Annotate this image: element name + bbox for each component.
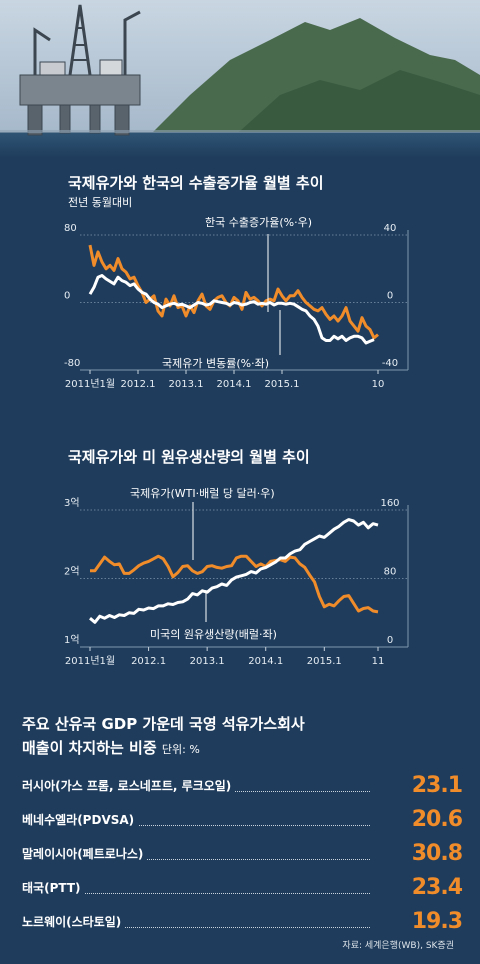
left-tick-label: -80 [64, 358, 80, 369]
x-tick-label: 11 [372, 656, 385, 667]
table-title-line1: 주요 산유국 GDP 가운데 국영 석유가스회사 [22, 715, 305, 733]
x-tick-label: 2014.1 [248, 656, 283, 667]
table-title-line2: 매출이 차지하는 비중 [22, 739, 157, 757]
row-leader [22, 859, 370, 860]
source-note: 자료: 세계은행(WB), SK증권 [342, 941, 454, 951]
table-row: 베네수엘라(PDVSA) 20.6 [22, 806, 463, 832]
oil-rig-photo [0, 0, 480, 158]
x-tick-label: 2012.1 [131, 656, 166, 667]
right-tick-label: 0 [387, 635, 393, 646]
left-tick-label: 0 [64, 291, 70, 302]
row-label: 러시아(가스 프롬, 로스네프트, 루크오일) [22, 777, 236, 794]
series-label-oil: 국제유가 변동률(%·좌) [162, 357, 269, 370]
series-label-production: 미국의 원유생산량(배럴·좌) [150, 628, 277, 641]
right-tick-label: 0 [387, 291, 393, 302]
row-leader [22, 927, 370, 928]
chart1-title: 국제유가와 한국의 수출증가율 월별 추이 [68, 174, 324, 192]
x-tick-label: 10 [372, 379, 385, 390]
row-value: 20.6 [407, 807, 463, 832]
row-value: 23.4 [407, 875, 463, 900]
right-tick-label: -40 [382, 358, 398, 369]
series-line-0 [90, 554, 379, 614]
x-tick-label: 2013.1 [190, 656, 225, 667]
chart-oil-production: 국제유가와 미 원유생산량의 월별 추이 3억 2억 1억 160 80 0 2011년… [64, 448, 409, 667]
series-line-1 [88, 274, 375, 345]
row-label: 태국(PTT) [22, 879, 85, 896]
series-label-wti: 국제유가(WTI·배럴 당 달러·우) [130, 487, 275, 500]
chart2-title: 국제유가와 미 원유생산량의 월별 추이 [68, 448, 310, 466]
right-tick-label: 40 [384, 223, 397, 234]
x-tick-label: 2013.1 [169, 379, 204, 390]
x-tick-label: 2014.1 [217, 379, 252, 390]
series-label-exports: 한국 수출증가율(%·우) [205, 216, 312, 229]
row-label: 노르웨이(스타토일) [22, 913, 126, 930]
x-tick-label: 2011년1월 [65, 378, 115, 390]
left-tick-label: 3억 [64, 497, 80, 509]
right-tick-label: 160 [380, 498, 399, 509]
row-value: 23.1 [407, 773, 463, 798]
chart-exports-oil: 국제유가와 한국의 수출증가율 월별 추이 전년 동월대비 80 0 -80 40 0… [64, 174, 409, 390]
chart1-subtitle: 전년 동월대비 [68, 196, 132, 209]
left-tick-label: 1억 [64, 634, 80, 646]
series-line-0 [88, 244, 379, 340]
row-leader [22, 825, 370, 826]
x-tick-label: 2015.1 [265, 379, 300, 390]
left-tick-label: 80 [64, 223, 77, 234]
table-title: 주요 산유국 GDP 가운데 국영 석유가스회사 매출이 차지하는 비중 단위:… [22, 712, 462, 762]
row-leader [22, 893, 370, 894]
x-tick-label: 2015.1 [307, 656, 342, 667]
table-row: 말레이시아(페트로나스) 30.8 [22, 840, 463, 866]
table-row: 노르웨이(스타토일) 19.3 [22, 908, 463, 934]
table-row: 러시아(가스 프롬, 로스네프트, 루크오일) 23.1 [22, 772, 463, 798]
row-label: 말레이시아(페트로나스) [22, 845, 148, 862]
series-line-1 [89, 518, 379, 624]
oil-rig-icon [19, 4, 141, 136]
table-row: 태국(PTT) 23.4 [22, 874, 463, 900]
row-value: 30.8 [407, 841, 463, 866]
x-tick-label: 2012.1 [121, 379, 156, 390]
left-tick-label: 2억 [64, 566, 80, 578]
table-unit: 단위: % [161, 743, 200, 756]
x-tick-label: 2011년1월 [65, 655, 115, 667]
right-tick-label: 80 [384, 567, 397, 578]
row-label: 베네수엘라(PDVSA) [22, 811, 139, 828]
row-value: 19.3 [407, 909, 463, 934]
